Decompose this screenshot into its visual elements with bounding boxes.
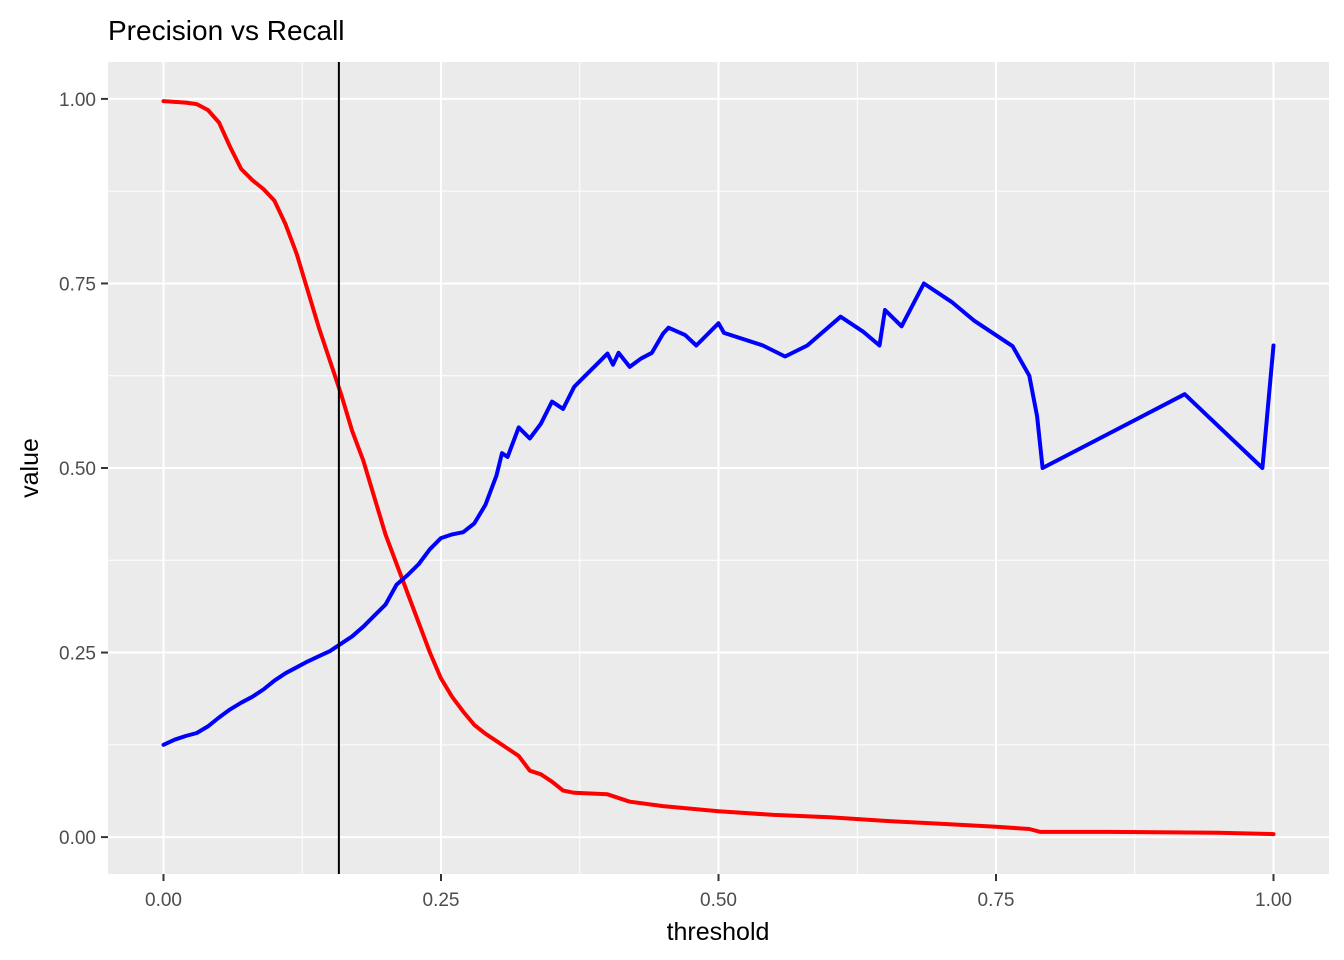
x-tick-label: 0.00 xyxy=(145,890,182,911)
series-line-1 xyxy=(161,99,1276,837)
x-tick-label: 0.25 xyxy=(423,890,460,911)
y-tick-label: 0.00 xyxy=(59,828,96,849)
chart-title: Precision vs Recall xyxy=(108,15,345,46)
x-axis-ticks: 0.00 0.25 0.50 0.75 1.00 xyxy=(145,874,1292,911)
y-tick-label: 0.25 xyxy=(59,644,96,665)
x-tick-label: 1.00 xyxy=(1255,890,1292,911)
y-tick-label: 0.50 xyxy=(59,459,96,480)
x-tick-label: 0.75 xyxy=(978,890,1015,911)
y-tick-label: 0.75 xyxy=(59,274,96,295)
series-line-2 xyxy=(161,281,1276,747)
x-tick-label: 0.50 xyxy=(700,890,737,911)
major-gridlines xyxy=(108,62,1329,874)
y-axis-ticks: 0.00 0.25 0.50 0.75 1.00 xyxy=(59,90,108,849)
y-tick-label: 1.00 xyxy=(59,90,96,111)
y-axis-title: value xyxy=(16,438,44,498)
x-axis-title: threshold xyxy=(667,918,770,946)
series-layer xyxy=(161,99,1276,837)
